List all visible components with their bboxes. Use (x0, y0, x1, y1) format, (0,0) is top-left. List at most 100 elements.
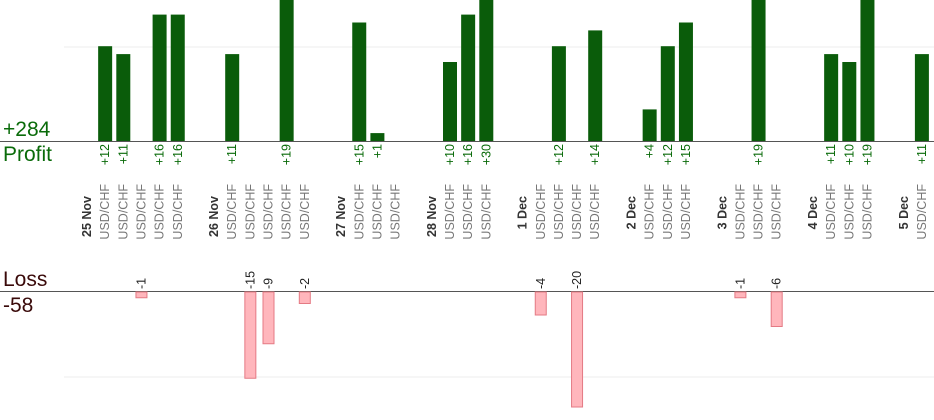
profit-value-label: +12 (98, 144, 112, 165)
pair-label: USD/CHF (534, 184, 548, 240)
pair-label: USD/CHF (352, 184, 366, 240)
profit-value-label: +10 (443, 144, 457, 165)
loss-value-label: -9 (262, 278, 276, 289)
loss-bar (244, 291, 257, 379)
pair-label: USD/CHF (915, 184, 929, 240)
pair-label: USD/CHF (733, 184, 747, 240)
profit-bar (225, 54, 240, 141)
loss-bar (734, 291, 747, 299)
pair-label: USD/CHF (225, 184, 239, 240)
profit-value-label: +11 (915, 144, 929, 164)
loss-value-label: -2 (298, 278, 312, 289)
profit-bar (116, 54, 131, 141)
profit-bar (443, 62, 457, 141)
pair-label: USD/CHF (679, 184, 693, 240)
profit-value-labels: +12 +11 +16 +16 +11 +19 +15 +1 +10 +16 +30 +12 +14 +4… (98, 144, 929, 165)
profit-value-label: +16 (461, 144, 475, 165)
pair-label: USD/CHF (461, 184, 475, 240)
pair-label: USD/CHF (370, 184, 384, 240)
date-label: 1 Dec (516, 196, 530, 229)
profit-bar (279, 0, 294, 141)
date-label: 28 Nov (425, 196, 439, 237)
pair-label: USD/CHF (588, 184, 602, 240)
loss-value-label: -4 (534, 278, 548, 289)
loss-bar (534, 291, 547, 316)
profit-bar (588, 30, 603, 141)
pair-label: USD/CHF (860, 184, 874, 240)
loss-bars (135, 291, 783, 408)
profit-bar (642, 109, 657, 141)
pair-label: USD/CHF (770, 184, 784, 240)
pair-label: USD/CHF (298, 184, 312, 240)
loss-total: -58 (3, 294, 34, 317)
profit-bar (152, 14, 167, 142)
pair-label: USD/CHF (552, 184, 566, 240)
profit-bar (842, 62, 857, 141)
x-axis-labels: 25 Nov USD/CHF USD/CHF USD/CHF USD/CHF USD/CH… (80, 184, 929, 240)
profit-value-label: +1 (370, 144, 384, 158)
date-label: 5 Dec (897, 196, 911, 229)
loss-bar (298, 291, 311, 304)
profit-value-label: +15 (352, 144, 366, 165)
pair-label: USD/CHF (116, 184, 130, 240)
profit-bar (461, 14, 476, 142)
pair-label: USD/CHF (643, 184, 657, 240)
loss-value-label: -15 (243, 271, 257, 289)
pair-label: USD/CHF (752, 184, 766, 240)
pair-label: USD/CHF (134, 184, 148, 240)
pair-label: USD/CHF (443, 184, 457, 240)
loss-value-label: -1 (733, 278, 747, 289)
loss-value-label: -6 (770, 278, 784, 289)
pair-label: USD/CHF (98, 184, 112, 240)
profit-value-label: +10 (842, 144, 856, 165)
profit-value-label: +16 (171, 144, 185, 165)
pair-label: USD/CHF (570, 184, 584, 240)
profit-value-label: +16 (153, 144, 167, 165)
date-label: 2 Dec (625, 196, 639, 229)
profit-value-label: +12 (661, 144, 675, 165)
profit-value-label: +11 (116, 144, 130, 164)
profit-bar (352, 22, 367, 141)
pair-label: USD/CHF (243, 184, 257, 240)
profit-bar (660, 46, 675, 142)
loss-value-label: -20 (570, 271, 584, 289)
profit-total: +284 (3, 118, 51, 141)
loss-bar (571, 291, 584, 408)
pair-label: USD/CHF (262, 184, 276, 240)
pair-label: USD/CHF (479, 184, 493, 240)
profit-value-label: +11 (225, 144, 239, 164)
profit-bar (370, 133, 385, 141)
date-label: 4 Dec (806, 196, 820, 229)
profit-value-label: +19 (280, 144, 294, 165)
profit-value-label: +15 (679, 144, 693, 165)
profit-bar (170, 14, 185, 142)
profit-value-label: +12 (552, 144, 566, 165)
date-label: 3 Dec (715, 196, 729, 229)
profit-bar (860, 0, 875, 141)
loss-value-labels: -1 -15 -9 -2 -4 -20 -1 -6 (134, 271, 783, 289)
profit-bar (98, 46, 113, 142)
pair-label: USD/CHF (842, 184, 856, 240)
profit-bar (678, 22, 693, 141)
loss-value-label: -1 (134, 278, 148, 289)
profit-value-label: +19 (860, 144, 874, 165)
profit-value-label: +19 (752, 144, 766, 165)
pair-label: USD/CHF (153, 184, 167, 240)
loss-bar (770, 291, 783, 327)
profit-value-label: +14 (588, 144, 602, 165)
pair-label: USD/CHF (280, 184, 294, 240)
loss-bar (135, 291, 148, 299)
profit-value-label: +4 (643, 144, 657, 158)
profit-bars (98, 0, 929, 142)
profit-value-label: +30 (479, 144, 493, 165)
loss-bar (262, 291, 275, 345)
profit-bar (824, 54, 839, 141)
pair-label: USD/CHF (661, 184, 675, 240)
pair-label: USD/CHF (389, 184, 403, 240)
pair-label: USD/CHF (171, 184, 185, 240)
date-label: 27 Nov (334, 196, 348, 237)
date-label: 25 Nov (80, 196, 94, 237)
profit-value-label: +11 (824, 144, 838, 164)
pair-label: USD/CHF (824, 184, 838, 240)
